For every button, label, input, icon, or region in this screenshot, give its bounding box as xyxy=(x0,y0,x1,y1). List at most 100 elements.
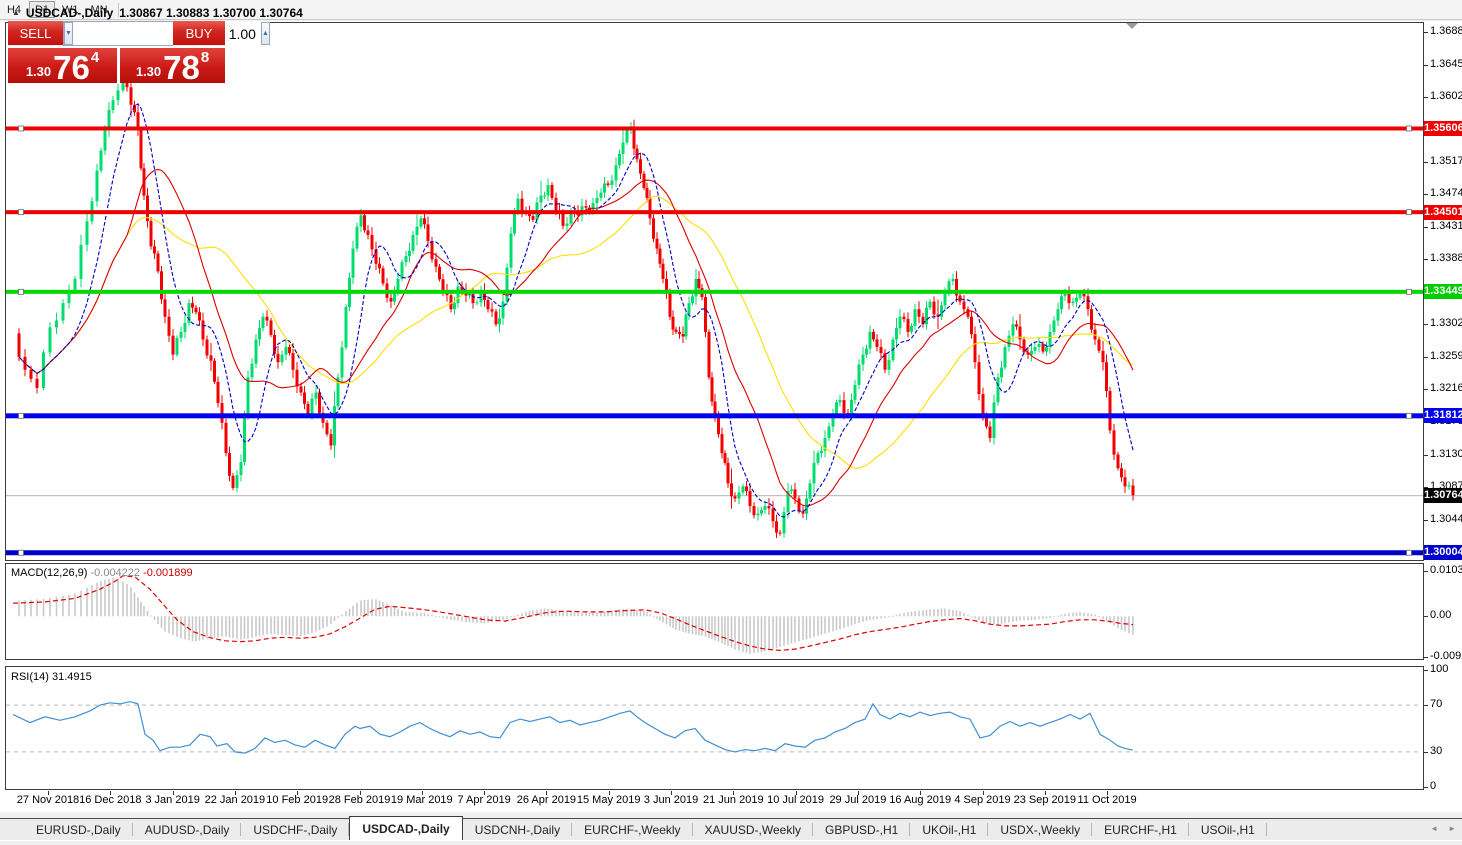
axis-tick-mark xyxy=(1424,705,1428,707)
date-label: 16 Dec 2018 xyxy=(79,794,142,806)
rsi-axis-tick: 30 xyxy=(1430,744,1443,757)
axis-tick-mark xyxy=(1424,31,1428,33)
price-chart-canvas[interactable] xyxy=(5,22,1424,561)
rsi-axis-tick: 0 xyxy=(1430,780,1437,792)
sell-button[interactable]: SELL xyxy=(8,21,63,46)
date-label: 16 Aug 2019 xyxy=(889,794,952,806)
chart-tab-usdchf-daily[interactable]: USDCHF-,Daily xyxy=(241,819,350,840)
level-price-badge: 1.33449 xyxy=(1424,284,1462,300)
date-label: 22 Jan 2019 xyxy=(204,794,266,806)
date-label: 4 Sep 2019 xyxy=(954,794,1011,806)
timeframe-button-h4[interactable]: H4 xyxy=(6,3,22,16)
chart-tab-eurchf-weekly[interactable]: EURCHF-,Weekly xyxy=(572,819,693,840)
price-tick: 1.33020 xyxy=(1430,317,1462,330)
date-tick-mark xyxy=(1044,791,1046,795)
price-tick: 1.36450 xyxy=(1430,57,1462,70)
price-tick: 1.34310 xyxy=(1430,219,1462,232)
axis-tick-mark xyxy=(1424,161,1428,163)
date-tick-mark xyxy=(982,791,984,795)
price-tick: 1.34740 xyxy=(1430,187,1462,200)
date-tick-mark xyxy=(1107,791,1109,795)
axis-tick-mark xyxy=(1424,487,1428,489)
sell-price-button[interactable]: 1.30 76 4 xyxy=(8,48,117,86)
level-price-badge: 1.31812 xyxy=(1424,408,1462,424)
date-label: 21 Jun 2019 xyxy=(703,794,764,806)
chart-tab-ukoil-h1[interactable]: UKOil-,H1 xyxy=(910,819,989,840)
chart-tab-usdx-weekly[interactable]: USDX-,Weekly xyxy=(988,819,1092,840)
level-price-badge: 1.34501 xyxy=(1424,204,1462,220)
axis-tick-mark xyxy=(1424,616,1428,618)
current-price-badge: 1.30764 xyxy=(1424,487,1462,503)
price-tick: 1.35170 xyxy=(1430,154,1462,167)
chart-window xyxy=(0,21,1462,812)
macd-axis-tick: 0.00 xyxy=(1430,609,1452,622)
date-label: 23 Sep 2019 xyxy=(1013,794,1076,806)
date-tick-mark xyxy=(421,791,423,795)
axis-tick-mark xyxy=(1424,97,1428,99)
rsi-canvas[interactable] xyxy=(5,666,1424,790)
date-label: 15 May 2019 xyxy=(576,794,641,806)
axis-tick-mark xyxy=(1424,519,1428,521)
collapse-panel-icon[interactable]: ▲ xyxy=(12,8,20,17)
price-tick: 1.31300 xyxy=(1430,447,1462,460)
date-tick-mark xyxy=(733,791,735,795)
timeframe-button-mn[interactable]: MN xyxy=(90,3,108,16)
date-tick-mark xyxy=(920,791,922,795)
macd-indicator-label: MACD(12,26,9) -0.004222 -0.001899 xyxy=(11,567,193,579)
timeframe-toolbar: H4 D1 W1 MN xyxy=(0,0,1462,20)
macd-axis-tick: 0.010311 xyxy=(1430,564,1462,577)
buy-button[interactable]: BUY xyxy=(173,21,225,46)
chart-tab-eurusd-daily[interactable]: EURUSD-,Daily xyxy=(24,819,133,840)
axis-tick-mark xyxy=(1424,324,1428,326)
axis-tick-mark xyxy=(1424,787,1428,788)
price-tick: 1.36020 xyxy=(1430,90,1462,103)
chart-tab-usdcad-daily[interactable]: USDCAD-,Daily xyxy=(349,816,463,840)
volume-input[interactable] xyxy=(72,22,261,45)
axis-tick-mark xyxy=(1424,64,1428,66)
axis-tick-mark xyxy=(1424,356,1428,358)
timeframe-button-w1[interactable]: W1 xyxy=(62,3,79,16)
price-tick: 1.30440 xyxy=(1430,512,1462,525)
chart-tab-gbpusd-h1[interactable]: GBPUSD-,H1 xyxy=(813,819,911,840)
timeframe-button-d1[interactable]: D1 xyxy=(29,1,55,18)
price-tick: 1.32160 xyxy=(1430,382,1462,395)
trade-panel-top-row: SELL ▼ ▲ BUY xyxy=(8,21,270,46)
volume-decrease-button[interactable]: ▼ xyxy=(64,22,73,45)
price-tick: 1.32590 xyxy=(1430,349,1462,362)
date-label: 27 Nov 2018 xyxy=(16,794,80,806)
rsi-axis-tick: 100 xyxy=(1430,663,1449,675)
price-tick: 1.33880 xyxy=(1430,252,1462,265)
date-label: 26 Apr 2019 xyxy=(516,794,577,806)
chart-ohlc-values: 1.30867 1.30883 1.30700 1.30764 xyxy=(119,6,303,20)
macd-canvas[interactable] xyxy=(5,563,1424,660)
chart-tab-audusd-daily[interactable]: AUDUSD-,Daily xyxy=(133,819,242,840)
date-label: 7 Apr 2019 xyxy=(457,794,511,806)
axis-tick-mark xyxy=(1424,670,1428,671)
date-tick-mark xyxy=(795,791,797,795)
level-price-badge: 1.35606 xyxy=(1424,120,1462,136)
rsi-name: RSI(14) xyxy=(11,671,49,683)
chart-tab-eurchf-h1[interactable]: EURCHF-,H1 xyxy=(1092,819,1189,840)
tab-scroll-right-icon[interactable]: ► xyxy=(1448,824,1456,833)
chart-tab-usdcnh-daily[interactable]: USDCNH-,Daily xyxy=(463,819,573,840)
date-tick-mark xyxy=(48,791,49,795)
macd-signal-value: -0.001899 xyxy=(143,567,193,579)
buy-price-prefix: 1.30 xyxy=(135,64,162,79)
chart-tab-usoil-h1[interactable]: USOil-,H1 xyxy=(1189,819,1267,840)
chart-tab-xauusd-weekly[interactable]: XAUUSD-,Weekly xyxy=(693,819,814,840)
buy-price-button[interactable]: 1.30 78 8 xyxy=(120,48,225,86)
axis-tick-mark xyxy=(1424,571,1428,573)
sell-price-pip: 4 xyxy=(90,49,100,66)
buy-price-digits: 78 xyxy=(163,49,200,86)
date-label: 10 Jul 2019 xyxy=(767,794,825,806)
tab-scroll-left-icon[interactable]: ◄ xyxy=(1430,824,1439,833)
date-tick-mark xyxy=(234,791,236,795)
date-tick-mark xyxy=(484,791,486,795)
date-label: 19 Mar 2019 xyxy=(390,794,453,806)
sell-price-digits: 76 xyxy=(53,49,90,86)
last-bar-marker-icon xyxy=(1126,23,1138,29)
date-label: 11 Oct 2019 xyxy=(1077,794,1137,806)
axis-tick-mark xyxy=(1424,751,1428,753)
volume-increase-button[interactable]: ▲ xyxy=(260,22,270,45)
